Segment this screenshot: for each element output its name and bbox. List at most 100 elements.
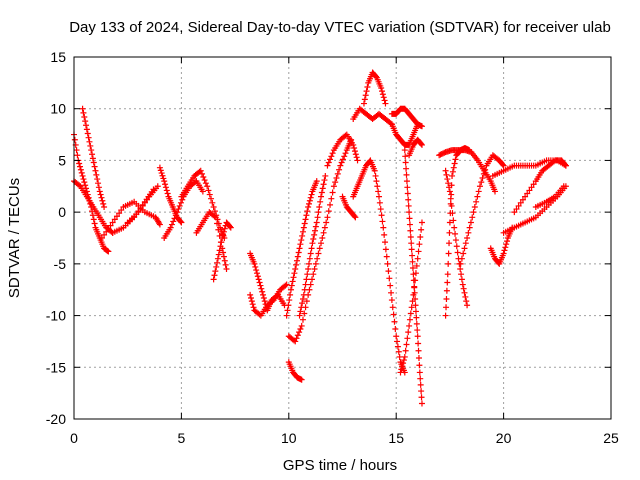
data-point [314,214,321,221]
data-point [412,277,419,284]
data-point [306,197,313,204]
data-point [292,266,299,273]
data-point [90,216,97,223]
data-point [220,228,227,235]
data-point [402,159,409,166]
x-tick-label: 0 [70,430,78,446]
data-point [302,216,309,223]
series-s32 [487,224,516,267]
data-point [341,153,348,160]
data-point [522,193,529,200]
data-point [288,282,295,289]
data-point [318,193,325,200]
data-point [315,209,322,216]
data-point [380,224,387,231]
data-point [374,183,381,190]
data-point [319,185,326,192]
data-point [308,276,315,283]
data-point [457,260,464,267]
data-point [206,191,213,198]
y-axis-label: SDTVAR / TECUs [6,178,23,298]
data-point [164,190,171,197]
data-point [321,177,328,184]
data-point [211,272,218,279]
data-point [406,316,413,323]
data-point [77,166,84,173]
data-point [450,164,457,171]
data-point [226,223,233,230]
data-point [443,296,450,303]
data-point [379,218,386,225]
data-point [307,194,314,201]
data-point [202,180,209,187]
series-s33 [489,157,569,179]
data-point [91,220,98,227]
data-point [400,357,407,364]
data-point [452,237,459,244]
data-point [499,161,506,168]
data-point [404,190,411,197]
data-point [562,162,569,169]
data-point [293,261,300,268]
data-point [373,178,380,185]
data-point [384,260,391,267]
data-point [250,304,257,311]
data-point [83,126,90,133]
data-point [294,332,301,339]
data-point [395,348,402,355]
data-point [449,168,456,175]
data-point [103,228,110,235]
x-tick-label: 20 [496,430,512,446]
data-point [416,362,423,369]
data-point [513,206,520,213]
data-point [530,181,537,188]
data-point [212,268,219,275]
data-point [137,206,144,213]
series-s26 [406,136,425,159]
data-point [77,163,84,170]
data-point [404,184,411,191]
data-point [409,252,416,259]
data-point [402,347,409,354]
series-s13 [247,281,290,319]
data-point [97,191,104,198]
data-point [418,140,425,147]
data-point [414,255,421,262]
data-point [100,200,107,207]
data-point [445,250,452,257]
data-point [562,161,569,168]
data-point [316,203,323,210]
data-point [329,189,336,196]
data-point [305,203,312,210]
data-point [302,281,309,288]
data-point [418,226,425,233]
data-point [324,214,331,221]
data-point [93,171,100,178]
data-point [159,172,166,179]
data-point [526,187,533,194]
data-point [445,260,452,267]
data-point [168,221,175,228]
data-point [299,300,306,307]
data-point [414,327,421,334]
data-point [283,281,290,288]
data-point [301,310,308,317]
x-tick-label: 10 [281,430,297,446]
data-point [309,240,316,247]
data-point [405,329,412,336]
data-point [406,221,413,228]
data-point [247,294,254,301]
data-point [260,291,267,298]
data-point [256,279,263,286]
data-point [305,260,312,267]
data-point [411,284,418,291]
data-point [290,274,297,281]
data-point [316,245,323,252]
data-point [388,297,395,304]
data-point [98,194,105,201]
data-point [417,381,424,388]
data-point [199,188,206,195]
data-point [418,400,425,407]
data-point [446,184,453,191]
data-point [299,232,306,239]
